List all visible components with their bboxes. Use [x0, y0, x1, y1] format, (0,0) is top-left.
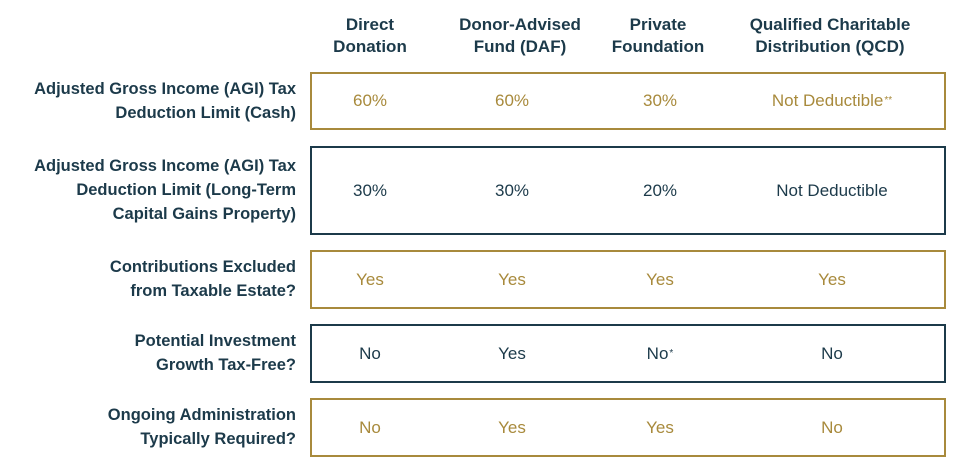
row-label-line: Deduction Limit (Long-Term	[76, 181, 296, 199]
row-label-agi-cash: Adjusted Gross Income (AGI) Tax Deductio…	[0, 72, 296, 130]
table-cell: Not Deductible	[776, 180, 888, 200]
row-label-line: Potential Investment	[134, 332, 296, 350]
table-cell: 30%	[642, 91, 678, 110]
row-label-line: Contributions Excluded	[109, 258, 296, 276]
table-cell: Not Deductible **	[771, 91, 893, 110]
row-label-line: Ongoing Administration	[107, 406, 296, 424]
table-cell: No	[359, 343, 381, 363]
table-cell: 20%	[642, 180, 678, 200]
table-row-ongoing-administration: No Yes Yes No	[310, 398, 946, 457]
column-header-line: Fund (DAF)	[473, 37, 567, 56]
row-label-line: Adjusted Gross Income (AGI) Tax	[34, 157, 296, 175]
table-row-investment-growth: No Yes No * No	[310, 324, 946, 383]
table-row-agi-capital-gains: 30% 30% 20% Not Deductible	[310, 146, 946, 235]
table-cell: Yes	[818, 269, 846, 289]
column-header-line: Foundation	[611, 37, 705, 56]
row-label-line: Typically Required?	[140, 430, 296, 448]
row-label-line: from Taxable Estate?	[130, 282, 296, 300]
table-cell: No	[359, 417, 381, 437]
table-cell: Yes	[498, 343, 526, 363]
row-label-line: Growth Tax-Free?	[156, 356, 296, 374]
row-label-line: Adjusted Gross Income (AGI) Tax	[34, 80, 296, 98]
column-header-line: Private	[629, 15, 687, 34]
column-header-line: Direct	[345, 15, 395, 34]
table-cell: Yes	[498, 417, 526, 437]
table-cell: Yes	[646, 417, 674, 437]
column-header-line: Donation	[333, 37, 407, 56]
table-row-taxable-estate: Yes Yes Yes Yes	[310, 250, 946, 309]
table-cell: 30%	[352, 180, 388, 200]
table-cell: No *	[646, 343, 674, 363]
table-cell: No	[821, 343, 843, 363]
row-label-investment-growth: Potential Investment Growth Tax-Free?	[0, 324, 296, 382]
table-cell: Yes	[646, 269, 674, 289]
table-cell: Yes	[498, 269, 526, 289]
column-header-line: Distribution (QCD)	[755, 37, 905, 56]
column-header-line: Donor-Advised	[459, 15, 581, 34]
row-label-line: Deduction Limit (Cash)	[115, 104, 296, 122]
column-header-private-foundation: Private Foundation	[598, 14, 718, 58]
table-cell: 60%	[494, 91, 530, 110]
table-cell: 60%	[352, 91, 388, 110]
row-label-ongoing-administration: Ongoing Administration Typically Require…	[0, 398, 296, 456]
column-header-direct-donation: Direct Donation	[310, 14, 430, 58]
table-row-agi-cash: 60% 60% 30% Not Deductible **	[310, 72, 946, 130]
column-header-donor-advised-fund: Donor-Advised Fund (DAF)	[440, 14, 600, 58]
table-cell: No	[821, 417, 843, 437]
column-header-line: Qualified Charitable	[749, 15, 911, 34]
table-cell: 30%	[494, 180, 530, 200]
row-label-taxable-estate: Contributions Excluded from Taxable Esta…	[0, 250, 296, 308]
row-label-line: Capital Gains Property)	[112, 205, 296, 223]
row-label-agi-capital-gains: Adjusted Gross Income (AGI) Tax Deductio…	[0, 146, 296, 234]
table-cell: Yes	[356, 269, 384, 289]
column-header-qcd: Qualified Charitable Distribution (QCD)	[725, 14, 935, 58]
